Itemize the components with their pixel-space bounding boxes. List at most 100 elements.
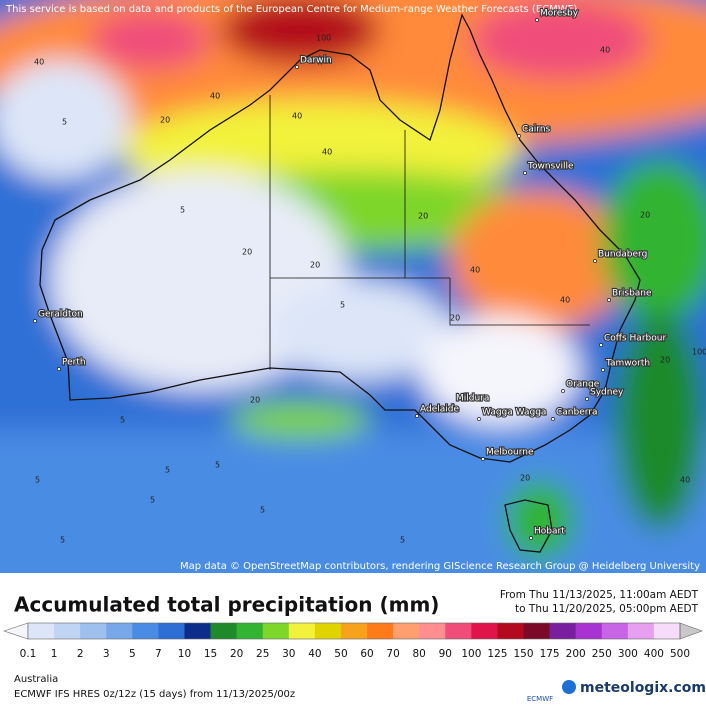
colorbar-segment xyxy=(236,623,264,639)
period-from: From Thu 11/13/2025, 11:00am AEDT xyxy=(500,589,699,601)
colorbar-segment xyxy=(54,623,81,639)
city-label: Melbourne xyxy=(486,448,534,458)
colorbar-label: 2 xyxy=(77,648,84,660)
city-label: Canberra xyxy=(556,408,598,418)
contour-label: 40 xyxy=(210,92,220,101)
colorbar-label: 40 xyxy=(308,648,321,660)
contour-label: 5 xyxy=(215,461,220,470)
city-label: Moresby xyxy=(540,9,579,19)
colorbar-label: 0.1 xyxy=(20,648,37,660)
period-to: to Thu 11/20/2025, 05:00pm AEDT xyxy=(515,603,699,615)
colorbar-label: 50 xyxy=(334,648,347,660)
colorbar-label: 70 xyxy=(386,648,399,660)
colorbar-label: 20 xyxy=(230,648,243,660)
contour-label: 40 xyxy=(322,148,332,157)
colorbar-segment xyxy=(523,623,550,639)
model-info: ECMWF IFS HRES 0z/12z (15 days) from 11/… xyxy=(14,689,295,700)
city-dot xyxy=(535,18,539,22)
colorbar-frame xyxy=(27,622,681,640)
colorbar-segment xyxy=(28,623,55,639)
contour-label: 40 xyxy=(292,112,302,121)
contour-label: 20 xyxy=(242,248,252,257)
colorbar-arrow-right xyxy=(679,622,703,640)
colorbar-segment xyxy=(627,623,655,639)
colorbar-segment xyxy=(471,623,498,639)
city-dot xyxy=(481,457,485,461)
legend-panel: Accumulated total precipitation (mm) Fro… xyxy=(3,589,706,703)
contour-label: 20 xyxy=(450,314,460,323)
city-label: Townsville xyxy=(527,162,574,172)
city-dot xyxy=(295,65,299,69)
colorbar-label: 90 xyxy=(439,648,452,660)
contour-label: 40 xyxy=(34,58,44,67)
colorbar-segment xyxy=(601,623,629,639)
city-dot xyxy=(477,417,481,421)
contour-label: 5 xyxy=(35,476,40,485)
colorbar-segment xyxy=(184,623,211,639)
colorbar-segment xyxy=(419,623,446,639)
contour-label: 5 xyxy=(165,466,170,475)
colorbar-segment xyxy=(393,623,420,639)
colorbar-segment xyxy=(158,623,185,639)
contour-label: 20 xyxy=(418,212,428,221)
precip-map: This service is based on data and produc… xyxy=(0,0,706,573)
colorbar-label: 500 xyxy=(670,648,690,660)
city-dot xyxy=(601,368,605,372)
contour-label: 5 xyxy=(62,118,67,127)
colorbar-label: 1 xyxy=(51,648,58,660)
colorbar-arrow-left xyxy=(3,622,29,640)
colorbar-segment xyxy=(653,623,681,639)
contour-label: 40 xyxy=(600,46,610,55)
city-label: Bundaberg xyxy=(598,250,647,260)
city-dot xyxy=(57,367,61,371)
city-label: Wagga Wagga xyxy=(482,408,546,418)
city-dot xyxy=(451,403,455,407)
colorbar-label: 3 xyxy=(103,648,110,660)
contour-label: 20 xyxy=(640,211,650,220)
colorbar-label: 250 xyxy=(592,648,612,660)
region: Australia xyxy=(14,674,58,685)
colorbar-label: 80 xyxy=(413,648,426,660)
colorbar-segment xyxy=(132,623,159,639)
city-label: Darwin xyxy=(300,56,332,66)
colorbar-label: 7 xyxy=(155,648,162,660)
legend-title: Accumulated total precipitation (mm) xyxy=(14,593,439,617)
colorbar-segment xyxy=(549,623,576,639)
city-label: Mildura xyxy=(456,394,489,404)
city-label: Coffs Harbour xyxy=(604,334,666,344)
precip-field xyxy=(0,0,706,573)
colorbar-label: 300 xyxy=(618,648,638,660)
colorbar-label: 10 xyxy=(178,648,191,660)
colorbar-segment xyxy=(106,623,133,639)
contour-label: 5 xyxy=(120,416,125,425)
colorbar-label: 200 xyxy=(566,648,586,660)
brand: meteologix.com xyxy=(580,680,706,696)
city-dot xyxy=(415,414,419,418)
map-attribution: Map data © OpenStreetMap contributors, r… xyxy=(180,561,700,572)
city-dot xyxy=(529,536,533,540)
contour-label: 20 xyxy=(310,261,320,270)
city-dot xyxy=(551,417,555,421)
contour-label: 40 xyxy=(680,476,690,485)
colorbar-label: 400 xyxy=(644,648,664,660)
contour-label: 5 xyxy=(400,536,405,545)
colorbar-segment xyxy=(367,623,394,639)
contour-label: 20 xyxy=(160,116,170,125)
contour-label: 5 xyxy=(260,506,265,515)
colorbar-label: 60 xyxy=(360,648,373,660)
colorbar-segment xyxy=(210,623,237,639)
contour-label: 20 xyxy=(520,474,530,483)
service-notice: This service is based on data and produc… xyxy=(5,4,577,15)
contour-label: 5 xyxy=(150,496,155,505)
city-dot xyxy=(33,319,37,323)
city-label: Adelaide xyxy=(420,405,459,415)
colorbar-segment xyxy=(288,623,316,639)
city-dot xyxy=(517,134,521,138)
city-dot xyxy=(599,343,603,347)
city-label: Geraldton xyxy=(38,310,83,320)
colorbar-segment xyxy=(575,623,603,639)
city-label: Brisbane xyxy=(612,289,652,299)
contour-label: 20 xyxy=(660,356,670,365)
colorbar-label: 5 xyxy=(129,648,136,660)
